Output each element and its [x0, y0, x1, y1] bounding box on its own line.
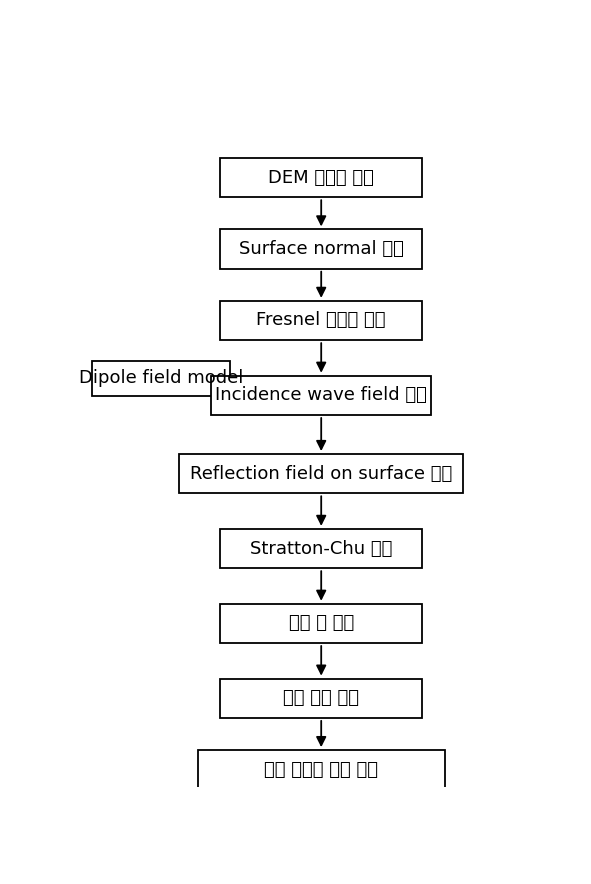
FancyBboxPatch shape [92, 361, 229, 396]
Text: Dipole field model: Dipole field model [79, 370, 243, 387]
Text: Reflection field on surface 계산: Reflection field on surface 계산 [190, 465, 452, 483]
Text: Incidence wave field 계산: Incidence wave field 계산 [215, 386, 427, 404]
FancyBboxPatch shape [179, 453, 463, 493]
Text: DEM 데이터 읽기: DEM 데이터 읽기 [268, 169, 374, 187]
FancyBboxPatch shape [212, 376, 431, 415]
FancyBboxPatch shape [220, 158, 422, 197]
Text: 수신 파 계산: 수신 파 계산 [288, 614, 354, 632]
Text: 표명 반사 찾기: 표명 반사 찾기 [283, 690, 359, 707]
FancyBboxPatch shape [220, 604, 422, 644]
FancyBboxPatch shape [220, 679, 422, 718]
FancyBboxPatch shape [197, 750, 445, 789]
Text: Surface normal 계산: Surface normal 계산 [239, 240, 404, 258]
FancyBboxPatch shape [220, 229, 422, 269]
Text: Stratton-Chu 적분: Stratton-Chu 적분 [250, 539, 392, 558]
Text: 표명 반사파 강도 출력: 표명 반사파 강도 출력 [264, 761, 378, 779]
FancyBboxPatch shape [220, 301, 422, 340]
FancyBboxPatch shape [220, 529, 422, 568]
Text: Fresnel 반사율 계산: Fresnel 반사율 계산 [256, 311, 386, 330]
